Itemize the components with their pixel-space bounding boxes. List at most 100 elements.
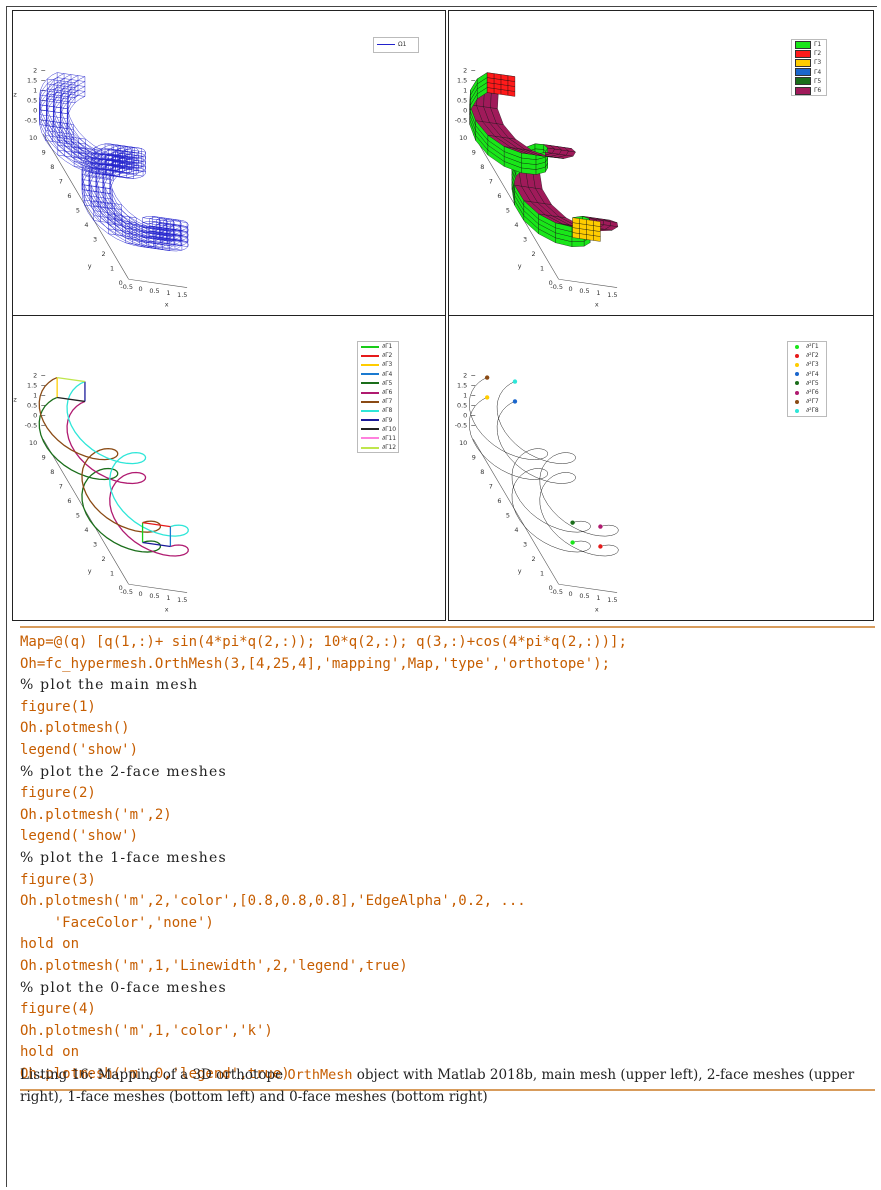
mesh-edge <box>91 167 120 173</box>
legend-line <box>377 43 395 45</box>
main-mesh-legend: Ω1 <box>373 37 419 53</box>
mesh-edge <box>154 236 182 241</box>
mesh-edge <box>125 242 154 247</box>
x-tick-label: 0.5 <box>579 592 589 600</box>
mesh-edge <box>142 222 171 227</box>
code-line: figure(2) <box>20 785 96 802</box>
mesh-edge <box>57 149 86 155</box>
legend-item: ∂Γ4 <box>358 370 398 379</box>
x-axis-line <box>558 583 618 593</box>
mesh-edge <box>159 238 188 243</box>
face-gamma3 <box>579 218 587 225</box>
y-tick-label: 10 <box>459 439 467 447</box>
mesh-edge <box>160 242 188 247</box>
code-line: Oh=fc_hypermesh.OrthMesh(3,[4,25,4],'map… <box>20 655 611 672</box>
mesh-edge <box>47 98 76 104</box>
mesh-edge <box>160 222 188 228</box>
legend-item: ∂Γ8 <box>358 406 398 415</box>
legend-item: ∂²Γ4 <box>788 370 826 379</box>
z-tick-label: 0.5 <box>457 96 467 104</box>
face-gamma3 <box>586 219 594 226</box>
legend-label: ∂Γ4 <box>382 370 393 378</box>
z-tick-label: 1.5 <box>457 77 467 85</box>
face-gamma6 <box>483 91 492 108</box>
y-tick-label: 9 <box>472 454 476 462</box>
legend-swatch <box>795 390 799 395</box>
legend-swatch <box>795 49 811 58</box>
y-tick-label: 5 <box>506 512 510 520</box>
legend-item: Γ5 <box>792 77 826 86</box>
mesh-edge <box>125 237 154 243</box>
mesh-edge <box>159 218 188 223</box>
y-axis-label: y <box>88 262 92 270</box>
caption-code-word: OrthMesh <box>287 1067 353 1083</box>
code-line: 'FaceColor','none') <box>20 914 214 931</box>
legend-swatch <box>361 409 379 412</box>
mesh-edge <box>154 246 182 251</box>
mesh-edge <box>108 228 137 233</box>
y-tick-label: 1 <box>540 265 544 273</box>
y-tick-label: 8 <box>480 163 484 171</box>
x-tick-label: 1 <box>596 289 600 297</box>
mesh-edge <box>47 93 76 99</box>
x-tick-label: 1.5 <box>607 596 617 604</box>
legend-swatch <box>361 391 379 394</box>
z-tick-label: 2 <box>463 372 467 380</box>
y-tick-label: 3 <box>93 236 97 244</box>
y-tick-label: 9 <box>42 149 46 157</box>
vertex-marker <box>570 540 575 545</box>
code-line: % plot the 2-face meshes <box>20 763 227 780</box>
z-tick-label: -0.5 <box>25 421 38 429</box>
mesh-wireframe <box>39 72 189 252</box>
x-tick-label: 1 <box>166 289 170 297</box>
legend-swatch <box>361 428 379 431</box>
mesh-edge <box>93 210 122 215</box>
y-tick-label: 1 <box>540 570 544 578</box>
mesh-edge <box>160 237 188 242</box>
legend-label: Γ5 <box>814 77 822 85</box>
mesh-edge <box>105 159 134 164</box>
code-line: Oh.plotmesh('m',2,'color',[0.8,0.8,0.8],… <box>20 893 526 910</box>
mesh-edge <box>125 227 154 233</box>
mesh-edge <box>108 223 137 228</box>
z-tick-label: 0.5 <box>457 401 467 409</box>
legend-label: ∂Γ9 <box>382 416 393 424</box>
mesh-edge <box>47 78 76 84</box>
edge-curve <box>469 377 591 533</box>
x-tick-label: -0.5 <box>120 283 133 291</box>
legend-swatch <box>361 363 379 366</box>
y-tick-label: 6 <box>497 497 501 505</box>
y-tick-label: 9 <box>472 149 476 157</box>
1-face-legend: ∂Γ1 ∂Γ2 ∂Γ3 ∂Γ4 ∂Γ5 ∂Γ6 ∂Γ7 ∂Γ8 ∂Γ9 ∂Γ10 ∂Γ11 ∂Γ12 <box>357 341 399 454</box>
mesh-edge <box>39 114 68 119</box>
mesh-edge <box>142 237 171 242</box>
y-tick-label: 6 <box>497 192 501 200</box>
legend-swatch <box>361 373 379 376</box>
legend-swatch <box>795 353 799 358</box>
legend-item: ∂Γ5 <box>358 379 398 388</box>
mesh-edge <box>108 218 137 224</box>
code-line: Oh.plotmesh('m',0,'legend',true) <box>20 1065 290 1082</box>
legend-label: ∂²Γ2 <box>806 352 819 360</box>
legend-label: ∂Γ5 <box>382 379 393 387</box>
mesh-edge <box>154 241 182 246</box>
mesh-edge <box>154 226 182 231</box>
caption-suffix: object with Matlab 2018b, main mesh (upp… <box>20 1067 855 1105</box>
y-tick-label: 10 <box>459 134 467 142</box>
y-tick-label: 5 <box>506 207 510 215</box>
y-tick-label: 9 <box>42 454 46 462</box>
legend-item: ∂Γ1 <box>358 342 398 351</box>
legend-label: ∂²Γ6 <box>806 389 819 397</box>
legend-item: Γ2 <box>792 49 826 58</box>
y-tick-label: 0 <box>119 584 123 592</box>
x-tick-label: 0.5 <box>149 287 159 295</box>
mesh-edge <box>57 77 85 82</box>
z-tick-label: 0 <box>463 106 467 114</box>
face-gamma1 <box>534 143 544 150</box>
edge-curve <box>496 381 619 537</box>
mesh-edge <box>93 220 122 225</box>
legend-item: ∂²Γ5 <box>788 379 826 388</box>
mesh-edge <box>115 152 144 157</box>
y-tick-label: 4 <box>84 526 88 534</box>
